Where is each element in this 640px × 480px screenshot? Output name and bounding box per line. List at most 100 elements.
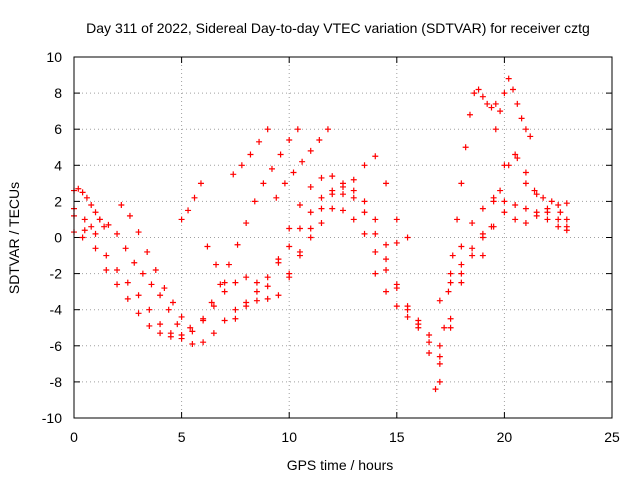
data-point [426, 350, 433, 357]
data-point [290, 169, 297, 176]
y-tick-label: 0 [54, 230, 62, 246]
data-point [324, 126, 331, 133]
data-point [458, 270, 465, 277]
data-point [393, 216, 400, 223]
data-point [563, 223, 570, 230]
data-point [286, 225, 293, 232]
y-tick-label: -2 [50, 266, 63, 282]
data-points [71, 75, 570, 393]
data-point [208, 299, 215, 306]
series-track-10 [286, 153, 400, 277]
data-point [286, 243, 293, 250]
data-point [488, 223, 495, 230]
data-point [350, 187, 357, 194]
data-point [118, 202, 125, 209]
series-track-2 [71, 191, 336, 347]
data-point [165, 306, 172, 313]
data-point [230, 171, 237, 178]
data-point [510, 86, 517, 93]
data-point [479, 205, 486, 212]
data-point [92, 245, 99, 252]
data-point [458, 180, 465, 187]
series-track-3 [71, 216, 181, 328]
data-point [501, 209, 508, 216]
data-point [449, 252, 456, 259]
series-track-11 [329, 173, 443, 385]
data-point [501, 198, 508, 205]
data-point [426, 339, 433, 346]
data-point [307, 183, 314, 190]
data-point [114, 266, 121, 273]
data-point [329, 187, 336, 194]
data-point [264, 295, 271, 302]
data-point [307, 234, 314, 241]
y-tick-label: -6 [50, 338, 63, 354]
data-point [492, 100, 499, 107]
data-point [458, 261, 465, 268]
data-point [191, 194, 198, 201]
data-point [256, 138, 263, 145]
data-point [275, 259, 282, 266]
plot-frame [73, 56, 613, 419]
axis-ticks: 0 5 10 15 20 25 -10 -8 -6 -4 -2 0 2 4 6 8 10 [42, 49, 620, 445]
data-point [533, 191, 540, 198]
data-point [197, 180, 204, 187]
data-point [512, 202, 519, 209]
data-point [361, 162, 368, 169]
y-tick-label: 6 [54, 121, 62, 137]
data-point [114, 281, 121, 288]
data-point [307, 225, 314, 232]
data-point [544, 216, 551, 223]
data-point [124, 279, 131, 286]
data-point [105, 221, 112, 228]
x-tick-label: 20 [497, 429, 513, 445]
data-point [221, 288, 228, 295]
data-point [268, 165, 275, 172]
data-point [540, 194, 547, 201]
data-point [124, 295, 131, 302]
data-point [563, 216, 570, 223]
data-point [251, 198, 258, 205]
y-tick-label: -8 [50, 374, 63, 390]
series-track-7 [200, 126, 301, 322]
series-track-5 [118, 202, 194, 331]
data-point [88, 223, 95, 230]
data-point [307, 209, 314, 216]
data-point [318, 174, 325, 181]
data-point [492, 126, 499, 133]
data-point [544, 205, 551, 212]
data-point [522, 169, 529, 176]
series-track-12 [340, 207, 454, 349]
data-point [557, 209, 564, 216]
series-track-18 [458, 151, 570, 277]
data-point [152, 266, 159, 273]
data-point [361, 209, 368, 216]
data-point [243, 303, 250, 310]
x-tick-label: 25 [604, 429, 620, 445]
grid-lines [74, 57, 612, 418]
data-point [146, 322, 153, 329]
data-point [277, 151, 284, 158]
data-point [221, 317, 228, 324]
data-point [514, 155, 521, 162]
data-point [260, 180, 267, 187]
data-point [527, 133, 534, 140]
data-point [404, 303, 411, 310]
data-point [307, 147, 314, 154]
data-point [232, 279, 239, 286]
data-point [135, 229, 142, 236]
data-point [522, 205, 529, 212]
data-point [497, 187, 504, 194]
data-point [548, 198, 555, 205]
series-track-15 [492, 75, 534, 140]
data-point [475, 86, 482, 93]
data-point [505, 75, 512, 82]
data-point [447, 270, 454, 277]
data-point [514, 100, 521, 107]
data-point [479, 230, 486, 237]
data-point [447, 315, 454, 322]
data-point [436, 360, 443, 367]
series-track-16 [436, 194, 570, 304]
data-point [101, 223, 108, 230]
x-tick-label: 0 [70, 429, 78, 445]
